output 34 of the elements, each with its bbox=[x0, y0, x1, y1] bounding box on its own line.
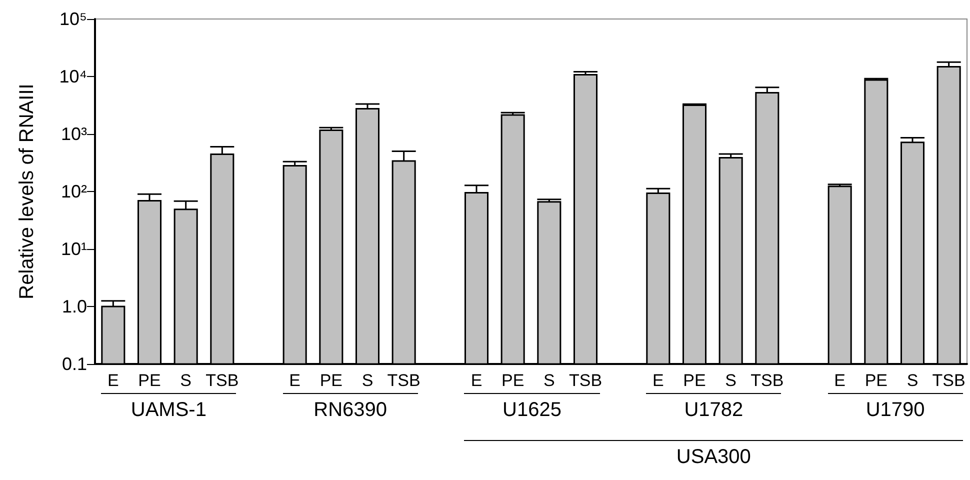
x-tick-label: E bbox=[107, 371, 119, 390]
x-tick-label: PE bbox=[683, 371, 706, 390]
text: USA300 bbox=[464, 440, 963, 469]
x-tick-label: PE bbox=[501, 371, 524, 390]
x-tick-label: TSB bbox=[750, 371, 784, 390]
y-tick-label: 0.1 bbox=[62, 354, 87, 374]
x-tick-label: TSB bbox=[387, 371, 420, 390]
x-tick-label: TSB bbox=[568, 371, 602, 390]
x-tick-label: PE bbox=[320, 371, 343, 390]
x-tick-label: TSB bbox=[206, 371, 239, 390]
x-tick-label: E bbox=[289, 371, 301, 390]
y-tick-label: 10³ bbox=[60, 124, 88, 144]
y-tick-label: 10² bbox=[60, 182, 88, 202]
x-tick-label: S bbox=[362, 371, 374, 390]
y-tick-label: 10⁴ bbox=[59, 66, 87, 86]
x-tick-label: E bbox=[652, 371, 664, 390]
x-tick-label: E bbox=[470, 371, 482, 390]
x-tick-label: S bbox=[725, 371, 737, 390]
x-tick-label: E bbox=[834, 371, 846, 390]
x-tick-label: S bbox=[180, 371, 192, 390]
x-tick-label: PE bbox=[864, 371, 888, 390]
y-tick-label: 1.0 bbox=[62, 296, 87, 316]
x-tick-label: S bbox=[906, 371, 918, 390]
text: RN6390 bbox=[282, 393, 418, 422]
text: UAMS-1 bbox=[101, 393, 236, 422]
y-axis-title: Relative levels of RNAIII bbox=[16, 84, 38, 300]
x-tick-label: PE bbox=[138, 371, 161, 390]
x-tick-label: TSB bbox=[932, 371, 966, 390]
text: U1625 bbox=[464, 393, 600, 422]
y-tick-label: 10⁵ bbox=[60, 9, 87, 29]
y-tick-label: 10¹ bbox=[60, 239, 88, 259]
text: U1790 bbox=[828, 393, 963, 422]
x-tick-label: S bbox=[543, 371, 555, 390]
text: U1782 bbox=[646, 393, 782, 422]
